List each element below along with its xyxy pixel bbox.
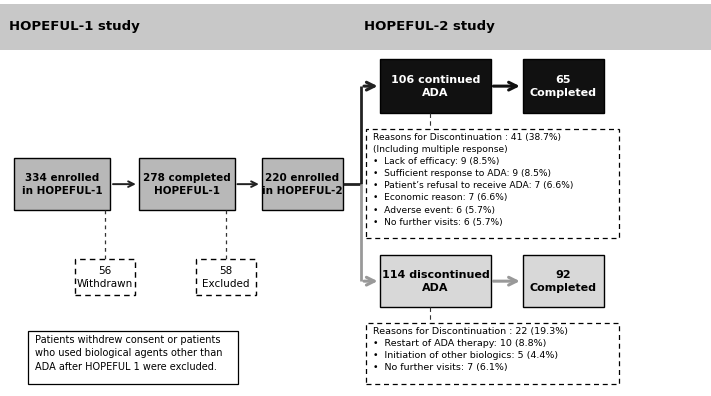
FancyBboxPatch shape (366, 129, 619, 238)
FancyBboxPatch shape (523, 255, 604, 307)
FancyBboxPatch shape (380, 59, 491, 113)
FancyBboxPatch shape (366, 323, 619, 384)
FancyBboxPatch shape (14, 158, 110, 210)
FancyBboxPatch shape (0, 4, 356, 50)
Text: 106 continued
ADA: 106 continued ADA (391, 74, 480, 98)
FancyBboxPatch shape (196, 259, 256, 295)
FancyBboxPatch shape (262, 158, 343, 210)
FancyBboxPatch shape (356, 4, 711, 50)
Text: 114 discontinued
ADA: 114 discontinued ADA (382, 270, 489, 293)
FancyBboxPatch shape (380, 255, 491, 307)
Text: HOPEFUL-1 study: HOPEFUL-1 study (9, 20, 139, 33)
Text: Patients withdrew consent or patients
who used biological agents other than
ADA : Patients withdrew consent or patients wh… (35, 335, 223, 372)
Text: 65
Completed: 65 Completed (530, 74, 597, 98)
Text: 220 enrolled
in HOPEFUL-2: 220 enrolled in HOPEFUL-2 (262, 173, 343, 196)
Text: 92
Completed: 92 Completed (530, 270, 597, 293)
Text: 278 completed
HOPEFUL-1: 278 completed HOPEFUL-1 (143, 173, 230, 196)
Text: HOPEFUL-2 study: HOPEFUL-2 study (364, 20, 495, 33)
FancyBboxPatch shape (523, 59, 604, 113)
Text: 56
Withdrawn: 56 Withdrawn (77, 266, 133, 289)
Text: Reasons for Discontinuation : 41 (38.7%)
(Including multiple response)
•  Lack o: Reasons for Discontinuation : 41 (38.7%)… (373, 133, 573, 227)
Text: 58
Excluded: 58 Excluded (202, 266, 250, 289)
FancyBboxPatch shape (75, 259, 135, 295)
FancyBboxPatch shape (139, 158, 235, 210)
Text: 334 enrolled
in HOPEFUL-1: 334 enrolled in HOPEFUL-1 (22, 173, 102, 196)
Text: Reasons for Discontinuation : 22 (19.3%)
•  Restart of ADA therapy: 10 (8.8%)
• : Reasons for Discontinuation : 22 (19.3%)… (373, 327, 567, 372)
FancyBboxPatch shape (28, 331, 238, 384)
